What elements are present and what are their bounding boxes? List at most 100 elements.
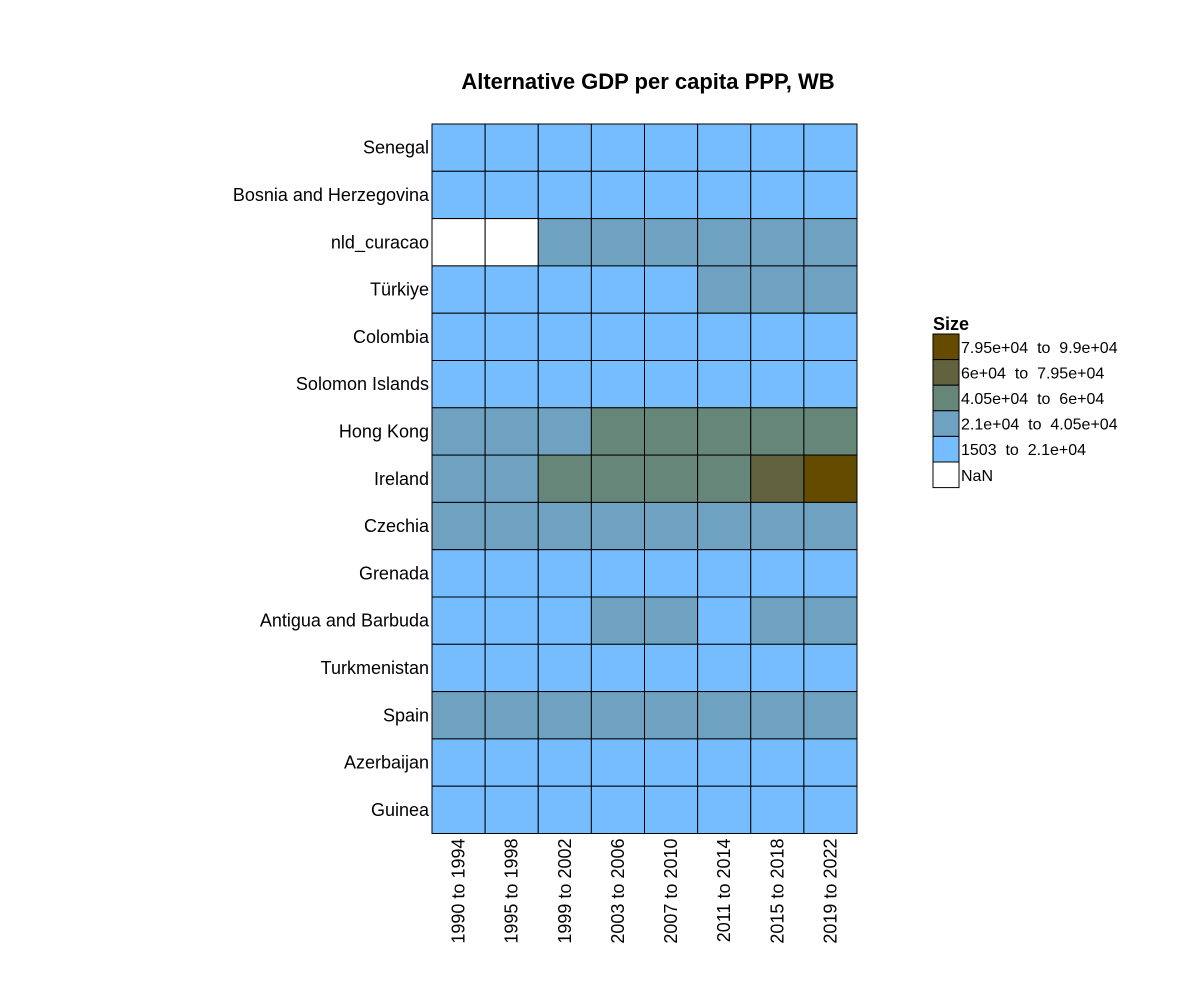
heatmap-cell-t-rkiye-2015-to-2018 bbox=[750, 265, 805, 314]
heatmap-cell-ireland-2015-to-2018 bbox=[750, 454, 805, 503]
legend-label-3: 2.1e+04 to 4.05e+04 bbox=[961, 417, 1118, 434]
legend-label-5: NaN bbox=[961, 468, 993, 485]
heatmap-cell-grenada-2011-to-2014 bbox=[697, 549, 752, 598]
heatmap-cell-bosnia-and-herzegovina-2007-to-2010 bbox=[644, 170, 699, 220]
heatmap-cell-nld-curacao-2019-to-2022 bbox=[803, 218, 858, 267]
heatmap-cell-colombia-2019-to-2022 bbox=[803, 312, 858, 362]
row-label-solomon-islands: Solomon Islands bbox=[296, 374, 429, 394]
heatmap-cell-senegal-2015-to-2018 bbox=[750, 123, 805, 172]
heatmap-cell-grenada-1990-to-1994 bbox=[431, 549, 486, 598]
heatmap-cell-azerbaijan-2003-to-2006 bbox=[590, 738, 645, 787]
heatmap-cell-solomon-islands-1990-to-1994 bbox=[431, 360, 486, 409]
heatmap-cell-antigua-and-barbuda-2007-to-2010 bbox=[644, 596, 699, 645]
heatmap-cell-czechia-1995-to-1998 bbox=[484, 501, 539, 551]
heatmap-cell-czechia-2003-to-2006 bbox=[590, 501, 645, 551]
heatmap-cell-nld-curacao-2003-to-2006 bbox=[590, 218, 645, 267]
column-label-2015-to-2018: 2015 to 2018 bbox=[767, 839, 787, 944]
heatmap-cell-azerbaijan-1995-to-1998 bbox=[484, 738, 539, 787]
row-label-spain: Spain bbox=[383, 705, 429, 725]
heatmap-cell-guinea-1990-to-1994 bbox=[431, 785, 486, 835]
heatmap-cell-ireland-2019-to-2022 bbox=[803, 454, 858, 503]
heatmap-cell-antigua-and-barbuda-2019-to-2022 bbox=[803, 596, 858, 645]
heatmap-cell-ireland-2011-to-2014 bbox=[697, 454, 752, 503]
column-label-2011-to-2014: 2011 to 2014 bbox=[714, 839, 734, 943]
heatmap-cell-spain-2011-to-2014 bbox=[697, 691, 752, 740]
heatmap-cell-czechia-2019-to-2022 bbox=[803, 501, 858, 551]
heatmap-cell-t-rkiye-1999-to-2002 bbox=[537, 265, 592, 314]
heatmap-cell-grenada-2003-to-2006 bbox=[590, 549, 645, 598]
heatmap-cell-czechia-2007-to-2010 bbox=[644, 501, 699, 551]
column-label-2019-to-2022: 2019 to 2022 bbox=[820, 839, 840, 944]
heatmap-cell-t-rkiye-1995-to-1998 bbox=[484, 265, 539, 314]
heatmap-cell-senegal-2007-to-2010 bbox=[644, 123, 699, 172]
row-label-antigua-and-barbuda: Antigua and Barbuda bbox=[260, 611, 430, 631]
legend-swatch-4 bbox=[932, 435, 960, 463]
legend-label-2: 4.05e+04 to 6e+04 bbox=[961, 391, 1104, 408]
heatmap-cell-t-rkiye-2003-to-2006 bbox=[590, 265, 645, 314]
heatmap-cell-azerbaijan-1990-to-1994 bbox=[431, 738, 486, 787]
row-label-czechia: Czechia bbox=[364, 516, 430, 536]
legend-label-4: 1503 to 2.1e+04 bbox=[961, 442, 1086, 459]
heatmap-cell-spain-1999-to-2002 bbox=[537, 691, 592, 740]
heatmap-cell-nld-curacao-2015-to-2018 bbox=[750, 218, 805, 267]
legend-label-1: 6e+04 to 7.95e+04 bbox=[961, 365, 1104, 382]
heatmap-cell-senegal-2019-to-2022 bbox=[803, 123, 858, 172]
column-label-1990-to-1994: 1990 to 1994 bbox=[449, 839, 469, 944]
heatmap-cell-hong-kong-2011-to-2014 bbox=[697, 407, 752, 456]
heatmap-cell-azerbaijan-1999-to-2002 bbox=[537, 738, 592, 787]
heatmap-cell-bosnia-and-herzegovina-1995-to-1998 bbox=[484, 170, 539, 220]
heatmap-cell-turkmenistan-1999-to-2002 bbox=[537, 643, 592, 693]
heatmap-cell-senegal-1999-to-2002 bbox=[537, 123, 592, 172]
heatmap-cell-guinea-2011-to-2014 bbox=[697, 785, 752, 835]
heatmap-cell-antigua-and-barbuda-1999-to-2002 bbox=[537, 596, 592, 645]
heatmap-cell-antigua-and-barbuda-2003-to-2006 bbox=[590, 596, 645, 645]
row-label-grenada: Grenada bbox=[359, 563, 430, 583]
heatmap-cell-ireland-1990-to-1994 bbox=[431, 454, 486, 503]
heatmap-cell-hong-kong-2019-to-2022 bbox=[803, 407, 858, 456]
heatmap-cell-bosnia-and-herzegovina-1990-to-1994 bbox=[431, 170, 486, 220]
legend-swatch-3 bbox=[932, 410, 960, 437]
heatmap-cell-solomon-islands-1999-to-2002 bbox=[537, 360, 592, 409]
heatmap-cell-turkmenistan-2019-to-2022 bbox=[803, 643, 858, 693]
row-label-nld-curacao: nld_curacao bbox=[331, 232, 429, 253]
heatmap-cell-hong-kong-1999-to-2002 bbox=[537, 407, 592, 456]
row-label-colombia: Colombia bbox=[353, 327, 430, 347]
heatmap-cell-bosnia-and-herzegovina-1999-to-2002 bbox=[537, 170, 592, 220]
column-label-1999-to-2002: 1999 to 2002 bbox=[555, 839, 575, 944]
heatmap-cell-bosnia-and-herzegovina-2019-to-2022 bbox=[803, 170, 858, 220]
heatmap-cell-czechia-1999-to-2002 bbox=[537, 501, 592, 551]
heatmap-cell-senegal-1990-to-1994 bbox=[431, 123, 486, 172]
heatmap-cell-antigua-and-barbuda-1990-to-1994 bbox=[431, 596, 486, 645]
heatmap-cell-ireland-2003-to-2006 bbox=[590, 454, 645, 503]
heatmap-cell-colombia-1990-to-1994 bbox=[431, 312, 486, 362]
heatmap-cell-nld-curacao-1990-to-1994 bbox=[431, 218, 486, 267]
row-label-turkmenistan: Turkmenistan bbox=[321, 658, 429, 678]
row-label-senegal: Senegal bbox=[363, 138, 429, 158]
heatmap-cell-turkmenistan-2003-to-2006 bbox=[590, 643, 645, 693]
heatmap-cell-colombia-2007-to-2010 bbox=[644, 312, 699, 362]
heatmap-cell-nld-curacao-2011-to-2014 bbox=[697, 218, 752, 267]
heatmap-cell-guinea-1999-to-2002 bbox=[537, 785, 592, 835]
heatmap-cell-antigua-and-barbuda-2011-to-2014 bbox=[697, 596, 752, 645]
heatmap-cell-guinea-2003-to-2006 bbox=[590, 785, 645, 835]
heatmap-cell-hong-kong-2015-to-2018 bbox=[750, 407, 805, 456]
heatmap-cell-spain-2015-to-2018 bbox=[750, 691, 805, 740]
heatmap-cell-turkmenistan-2015-to-2018 bbox=[750, 643, 805, 693]
heatmap-cell-senegal-1995-to-1998 bbox=[484, 123, 539, 172]
heatmap-cell-guinea-2015-to-2018 bbox=[750, 785, 805, 835]
heatmap-cell-nld-curacao-1999-to-2002 bbox=[537, 218, 592, 267]
heatmap-cell-grenada-1999-to-2002 bbox=[537, 549, 592, 598]
heatmap-cell-nld-curacao-2007-to-2010 bbox=[644, 218, 699, 267]
heatmap-cell-hong-kong-2007-to-2010 bbox=[644, 407, 699, 456]
row-label-azerbaijan: Azerbaijan bbox=[344, 753, 429, 773]
heatmap-cell-czechia-2015-to-2018 bbox=[750, 501, 805, 551]
heatmap-cell-solomon-islands-2007-to-2010 bbox=[644, 360, 699, 409]
legend-swatch-5 bbox=[932, 461, 960, 489]
heatmap-cell-turkmenistan-1995-to-1998 bbox=[484, 643, 539, 693]
heatmap-cell-hong-kong-2003-to-2006 bbox=[590, 407, 645, 456]
heatmap-cell-antigua-and-barbuda-1995-to-1998 bbox=[484, 596, 539, 645]
heatmap-cell-guinea-2019-to-2022 bbox=[803, 785, 858, 835]
heatmap-cell-spain-2003-to-2006 bbox=[590, 691, 645, 740]
heatmap-cell-spain-2019-to-2022 bbox=[803, 691, 858, 740]
heatmap-cell-colombia-2015-to-2018 bbox=[750, 312, 805, 362]
